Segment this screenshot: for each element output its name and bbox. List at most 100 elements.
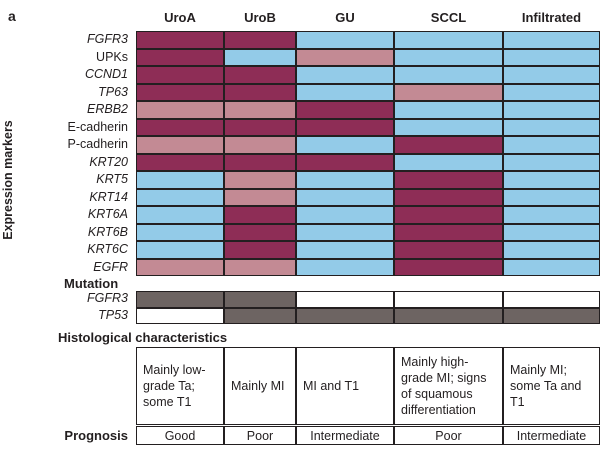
expression-cell [394, 241, 503, 259]
expression-cell [224, 241, 296, 259]
expression-cell [394, 101, 503, 119]
marker-label: KRT6A [87, 207, 128, 221]
mutation-cell [224, 307, 296, 324]
expression-cell [224, 171, 296, 189]
expression-cell [136, 83, 224, 101]
expression-cell [224, 66, 296, 84]
expression-cell [136, 153, 224, 171]
expression-cell [394, 153, 503, 171]
panel-label: a [8, 8, 16, 24]
expression-cell [296, 66, 394, 84]
marker-label: EGFR [93, 259, 128, 274]
expression-cell [503, 223, 600, 241]
expression-cell [503, 206, 600, 224]
expression-cell [394, 136, 503, 154]
histology-cell: Mainly low-grade Ta; some T1 [136, 347, 224, 425]
expression-cell [136, 136, 224, 154]
column-header-sccl: SCCL [430, 10, 467, 25]
histology-cell: MI and T1 [296, 347, 394, 425]
expression-cell [296, 223, 394, 241]
column-header-uroa: UroA [164, 10, 196, 25]
marker-label: KRT6B [87, 224, 128, 239]
column-header-gu: GU [335, 10, 355, 25]
expression-cell [503, 258, 600, 276]
prognosis-title: Prognosis [64, 428, 128, 443]
mutation-cell [503, 307, 600, 324]
expression-cell [296, 258, 394, 276]
expression-cell [224, 83, 296, 101]
column-header-infiltrated: Infiltrated [521, 10, 582, 25]
y-axis-label-wrap: Expression markers [0, 100, 16, 260]
expression-cell [296, 241, 394, 259]
expression-cell [296, 48, 394, 66]
histology-text: Mainly MI [231, 379, 285, 393]
expression-cell [136, 188, 224, 206]
prognosis-text: Intermediate [310, 428, 380, 443]
marker-label: KRT6C [87, 242, 128, 256]
mutation-cell [136, 291, 224, 308]
expression-cell [224, 188, 296, 206]
mutation-cell [224, 291, 296, 308]
expression-cell [296, 136, 394, 154]
expression-cell [136, 101, 224, 119]
expression-cell [503, 31, 600, 49]
mutation-cell [136, 307, 224, 324]
prognosis-text: Intermediate [516, 428, 587, 443]
expression-cell [224, 153, 296, 171]
expression-cell [136, 118, 224, 136]
expression-cell [136, 171, 224, 189]
marker-label: E-cadherin [67, 119, 128, 134]
expression-cell [503, 118, 600, 136]
prognosis-text: Good [164, 428, 196, 443]
expression-cell [224, 258, 296, 276]
expression-cell [394, 258, 503, 276]
marker-label: FGFR3 [87, 32, 128, 46]
mutation-cell [394, 307, 503, 324]
prognosis-cell: Intermediate [296, 426, 394, 445]
expression-cell [503, 136, 600, 154]
marker-label: KRT20 [89, 154, 128, 169]
expression-cell [224, 206, 296, 224]
marker-label: ERBB2 [87, 102, 128, 116]
expression-cell [296, 83, 394, 101]
prognosis-cell: Good [136, 426, 224, 445]
expression-cell [136, 48, 224, 66]
prognosis-text: Poor [435, 428, 462, 443]
expression-cell [224, 118, 296, 136]
expression-cell [503, 101, 600, 119]
expression-cell [394, 66, 503, 84]
expression-cell [224, 101, 296, 119]
expression-cell [296, 153, 394, 171]
marker-label: KRT14 [89, 189, 128, 204]
prognosis-cell: Poor [394, 426, 503, 445]
expression-cell [224, 48, 296, 66]
expression-cell [503, 83, 600, 101]
marker-label: UPKs [96, 49, 128, 64]
prognosis-cell: Intermediate [503, 426, 600, 445]
expression-cell [136, 223, 224, 241]
expression-cell [136, 66, 224, 84]
expression-cell [296, 101, 394, 119]
expression-cell [296, 188, 394, 206]
expression-cell [224, 223, 296, 241]
mutation-cell [296, 291, 394, 308]
expression-cell [394, 223, 503, 241]
histology-title: Histological characteristics [58, 330, 228, 345]
histology-cell: Mainly MI; some Ta and T1 [503, 347, 600, 425]
expression-cell [503, 188, 600, 206]
expression-cell [394, 118, 503, 136]
expression-cell [136, 206, 224, 224]
expression-cell [136, 258, 224, 276]
expression-cell [296, 206, 394, 224]
expression-cell [394, 206, 503, 224]
expression-cell [503, 66, 600, 84]
expression-cell [394, 83, 503, 101]
expression-cell [224, 31, 296, 49]
expression-cell [503, 171, 600, 189]
prognosis-text: Poor [246, 428, 274, 443]
histology-text: MI and T1 [303, 379, 360, 393]
expression-cell [394, 188, 503, 206]
mutation-label: FGFR3 [87, 291, 128, 305]
mutation-label: TP53 [98, 307, 128, 322]
mutation-cell [394, 291, 503, 308]
